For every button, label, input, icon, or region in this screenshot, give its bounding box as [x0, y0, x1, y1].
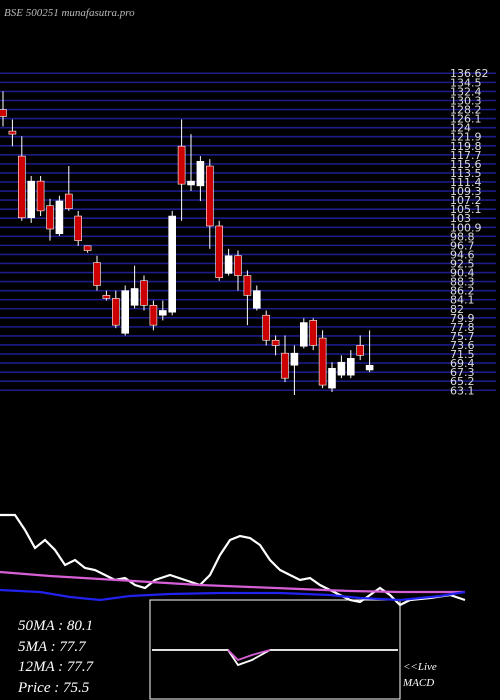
y-tick-label: 86.2: [450, 285, 475, 298]
candle-body: [102, 295, 111, 299]
candle-body: [112, 298, 120, 326]
y-tick-label: 94.6: [450, 248, 475, 261]
y-tick-label: 92.5: [450, 257, 475, 270]
stat-label: 12MA : 77.7: [18, 659, 95, 675]
y-tick-label: 134.5: [450, 76, 482, 89]
candle-body: [346, 358, 355, 376]
y-tick-label: 98.8: [450, 230, 475, 243]
candle-body: [74, 215, 82, 241]
candle-body: [46, 205, 54, 230]
indicator-line: [227, 649, 271, 662]
candle-body: [159, 310, 167, 316]
y-tick-label: 100.9: [450, 221, 482, 234]
candle-body: [17, 155, 26, 219]
y-tick-label: 75.7: [450, 330, 475, 343]
indicator-line: [152, 649, 398, 667]
candle-body: [262, 314, 271, 341]
candle-body: [206, 165, 214, 227]
candles: [0, 91, 374, 395]
y-tick-label: 115.6: [450, 158, 482, 171]
candle-body: [130, 288, 139, 306]
y-tick-label: 124: [450, 122, 471, 135]
candle-body: [36, 180, 45, 212]
candle-body: [290, 352, 299, 366]
candle-body: [234, 255, 242, 276]
candle-body: [177, 145, 186, 185]
y-tick-label: 90.4: [450, 267, 475, 280]
y-tick-label: 119.8: [450, 140, 482, 153]
candle-body: [328, 367, 336, 389]
y-tick-label: 113.5: [450, 167, 482, 180]
stat-label: 5MA : 77.7: [18, 639, 87, 655]
indicator-line: [0, 513, 466, 607]
candle-body: [55, 200, 64, 235]
y-tick-label: 109.3: [450, 185, 482, 198]
y-tick-label: 107.2: [450, 194, 482, 207]
y-tick-label: 117.7: [450, 149, 482, 162]
candle-body: [196, 160, 205, 187]
y-tick-label: 63.1: [450, 384, 475, 397]
y-tick-label: 65.2: [450, 375, 475, 388]
candle-body: [253, 290, 261, 309]
candle-body: [93, 262, 101, 286]
y-tick-label: 128.2: [450, 104, 482, 117]
live-label: <<Live: [403, 661, 437, 673]
candle-body: [281, 352, 289, 379]
macd-label: MACD: [402, 677, 434, 689]
y-tick-label: 88.3: [450, 276, 475, 289]
candle-body: [187, 180, 195, 186]
candle-body: [27, 180, 36, 219]
candle-body: [365, 364, 374, 371]
y-tick-label: 79.9: [450, 312, 475, 325]
y-tick-label: 121.9: [450, 131, 482, 144]
y-tick-label: 82: [450, 303, 464, 316]
indicator-line: [0, 588, 466, 602]
macd-box: [149, 599, 401, 700]
y-tick-label: 103: [450, 212, 471, 225]
stat-label: Price : 75.5: [17, 680, 90, 696]
y-tick-label: 69.4: [450, 357, 475, 370]
y-tick-label: 73.6: [450, 339, 475, 352]
grid: 136.62134.5132.4130.3128.2126.1124121.91…: [0, 67, 496, 397]
y-tick-label: 84.1: [450, 294, 475, 307]
candle-body: [149, 305, 158, 326]
y-tick-label: 130.3: [450, 94, 482, 107]
y-tick-label: 77.8: [450, 321, 475, 334]
candle-body: [224, 255, 233, 274]
y-tick-label: 71.5: [450, 348, 475, 361]
candle-body: [243, 275, 252, 296]
candle-body: [215, 225, 223, 279]
y-tick-label: 67.3: [450, 366, 475, 379]
y-tick-label: 111.4: [450, 176, 482, 189]
candle-body: [140, 280, 148, 306]
y-tick-label: 105.1: [450, 203, 482, 216]
stat-label: 50MA : 80.1: [18, 618, 93, 634]
candle-body: [168, 215, 176, 313]
indicator-panel: [0, 513, 466, 667]
y-tick-label: 96.7: [450, 239, 475, 252]
y-tick-label: 132.4: [450, 85, 482, 98]
candle-body: [8, 130, 17, 135]
y-tick-label: 136.62: [450, 67, 489, 80]
candle-body: [0, 109, 7, 117]
candle-body: [121, 290, 129, 334]
candle-body: [299, 322, 308, 347]
candle-body: [309, 320, 318, 346]
candle-body: [83, 245, 92, 251]
y-tick-label: 126.1: [450, 113, 482, 126]
candle-body: [65, 193, 73, 210]
candle-body: [337, 361, 346, 376]
candle-body: [356, 345, 365, 356]
candle-body: [318, 337, 327, 386]
chart-title: BSE 500251 munafasutra.pro: [4, 7, 135, 19]
candle-body: [271, 339, 280, 346]
indicator-line: [0, 570, 465, 594]
